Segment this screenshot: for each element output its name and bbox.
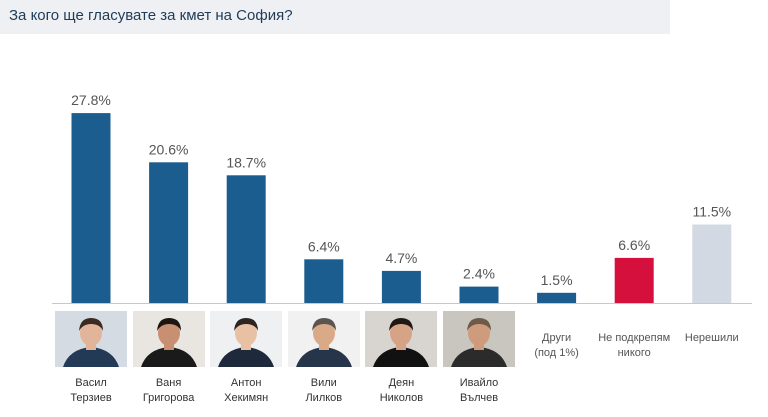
category-label-line: Вили [310,377,337,389]
bar [149,162,189,303]
candidate-photo [287,311,360,367]
bar [381,270,421,303]
category-label-line: Ивайло [459,377,499,389]
candidate-name: Ивайло Вълчев [429,376,529,406]
value-label: 1.5% [541,272,573,288]
value-label: 27.8% [71,92,111,108]
candidate-photo [443,311,515,367]
category-label-line: Вълчев [459,392,499,404]
category-label-line: (под 1%) [534,347,579,359]
candidate-photo [132,311,205,367]
category-label-line: никого [617,347,651,359]
value-label: 6.6% [618,237,650,253]
candidate-name: Васил Терзиев [41,376,141,406]
category-label-line: Хекимян [224,392,269,404]
category-label-line: Лилков [305,392,343,404]
candidate-name: Вили Лилков [274,376,374,406]
candidate-name: Деян Николов [351,376,451,406]
value-label: 20.6% [149,141,189,157]
bar [459,286,499,303]
category-label-line: Други [542,332,572,344]
category-label-line: Григорова [142,392,195,404]
candidate-name: Антон Хекимян [196,376,296,406]
value-label: 6.4% [308,238,340,254]
candidate-photo [55,311,127,367]
bar [304,259,344,303]
bar [692,224,732,303]
title-bar: За кого ще гласувате за кмет на София? [0,0,670,34]
category-label-line: Николов [379,392,424,404]
bar [537,292,577,303]
category-label-line: Терзиев [70,392,112,404]
category-label: Нерешили [662,331,762,346]
bar [71,113,111,303]
category-label-line: Деян [388,377,415,389]
value-label: 2.4% [463,266,495,282]
category-label-line: Васил [75,377,107,389]
candidate-name: Ваня Григорова [119,376,219,406]
category-label: Не подкрепям никого [584,331,684,361]
value-label: 11.5% [692,204,731,220]
candidate-photo [365,311,438,367]
category-label-line: Нерешили [684,332,739,344]
bar [226,175,266,303]
category-label-line: Не подкрепям [598,332,671,344]
chart-title: За кого ще гласувате за кмет на София? [9,7,293,24]
category-label: Други (под 1%) [507,331,607,361]
category-label-line: Антон [230,377,262,389]
category-label-line: Ваня [155,377,182,389]
bar [614,257,654,303]
value-label: 4.7% [385,250,417,266]
value-label: 18.7% [226,154,266,170]
candidate-photo [210,311,283,367]
